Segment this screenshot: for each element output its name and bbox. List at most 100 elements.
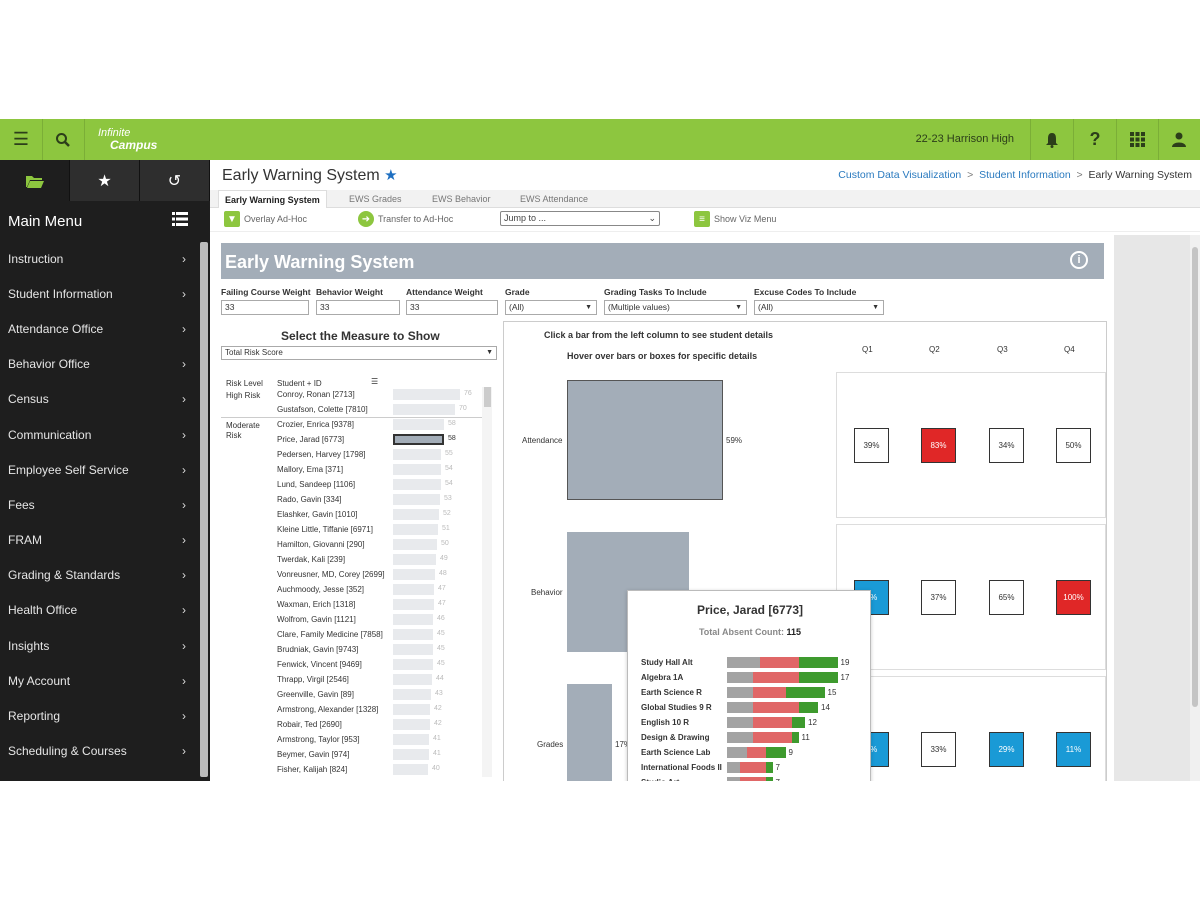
tab-ews-behavior[interactable]: EWS Behavior [432, 194, 491, 204]
quarter-box[interactable]: 50% [1056, 428, 1091, 463]
risk-score-bar[interactable] [393, 749, 429, 760]
search-icon[interactable] [42, 119, 84, 160]
table-row[interactable]: Hamilton, Giovanni [290] 50 [221, 537, 491, 552]
tab-ews-grades[interactable]: EWS Grades [349, 194, 402, 204]
table-row[interactable]: Armstrong, Taylor [953] 41 [221, 732, 491, 747]
table-row[interactable]: Armstrong, Alexander [1328] 42 [221, 702, 491, 717]
help-icon[interactable]: ? [1089, 129, 1101, 149]
table-row[interactable]: Wolfrom, Gavin [1121] 46 [221, 612, 491, 627]
table-row[interactable]: Mallory, Ema [371] 54 [221, 462, 491, 477]
student-name[interactable]: Mallory, Ema [371] [277, 465, 344, 474]
student-name[interactable]: Gustafson, Colette [7810] [277, 405, 368, 414]
favorite-star-icon[interactable]: ★ [384, 167, 398, 184]
quarter-box[interactable]: 34% [989, 428, 1024, 463]
sidebar-item-census[interactable]: Census › [0, 382, 210, 417]
category-bar[interactable] [567, 684, 612, 781]
table-row[interactable]: Greenville, Gavin [89] 43 [221, 687, 491, 702]
risk-score-bar[interactable] [393, 464, 441, 475]
student-name[interactable]: Auchmoody, Jesse [352] [277, 585, 365, 594]
sidebar-item-grading-standards[interactable]: Grading & Standards › [0, 558, 210, 593]
sidebar-item-my-account[interactable]: My Account › [0, 663, 210, 698]
table-row[interactable]: Kleine Little, Tiffanie [6971] 51 [221, 522, 491, 537]
breadcrumb-custom-data-visualization[interactable]: Custom Data Visualization [838, 169, 962, 181]
table-row[interactable]: Rado, Gavin [334] 53 [221, 492, 491, 507]
table-row[interactable]: Clare, Family Medicine [7858] 45 [221, 627, 491, 642]
risk-score-bar[interactable] [393, 659, 433, 670]
student-name[interactable]: Pedersen, Harvey [1798] [277, 450, 366, 459]
risk-score-bar[interactable] [393, 584, 434, 595]
failing-course-weight-input[interactable]: 33 [221, 300, 309, 315]
user-account-icon[interactable] [1158, 119, 1200, 160]
risk-score-bar[interactable] [393, 689, 431, 700]
student-name[interactable]: Robair, Ted [2690] [277, 720, 342, 729]
student-name[interactable]: Brudniak, Gavin [9743] [277, 645, 359, 654]
risk-score-bar[interactable] [393, 449, 441, 460]
quarter-box[interactable]: 37% [921, 580, 956, 615]
list-view-icon[interactable] [172, 212, 188, 230]
transfer-to-ad-hoc-button[interactable]: ➜ Transfer to Ad-Hoc [358, 211, 453, 227]
behavior-weight-input[interactable]: 33 [316, 300, 400, 315]
grade-select[interactable]: (All) ▼ [505, 300, 597, 315]
sidebar-item-reporting[interactable]: Reporting › [0, 698, 210, 733]
main-scrollbar[interactable] [1190, 235, 1200, 781]
category-bar[interactable] [567, 380, 723, 500]
star-favorites-tab-icon[interactable]: ★ [70, 160, 140, 201]
quarter-box[interactable]: 33% [921, 732, 956, 767]
student-name[interactable]: Armstrong, Alexander [1328] [277, 705, 379, 714]
risk-score-bar[interactable] [393, 509, 439, 520]
risk-score-bar[interactable] [393, 479, 441, 490]
overlay-ad-hoc-button[interactable]: ▼ Overlay Ad-Hoc [224, 211, 307, 227]
breadcrumb-student-information[interactable]: Student Information [979, 169, 1071, 181]
student-name[interactable]: Fisher, Kalijah [824] [277, 765, 348, 774]
risk-score-bar[interactable] [393, 704, 430, 715]
student-name[interactable]: Clare, Family Medicine [7858] [277, 630, 383, 639]
measure-select[interactable]: Total Risk Score ▼ [221, 346, 497, 360]
show-viz-menu-button[interactable]: ≡ Show Viz Menu [694, 211, 776, 227]
student-name[interactable]: Conroy, Ronan [2713] [277, 390, 355, 399]
sidebar-item-fees[interactable]: Fees › [0, 487, 210, 522]
table-row[interactable]: Brudniak, Gavin [9743] 45 [221, 642, 491, 657]
infinite-campus-logo[interactable]: Infinite Campus [98, 127, 158, 152]
student-name[interactable]: Fenwick, Vincent [9469] [277, 660, 362, 669]
sidebar-item-insights[interactable]: Insights › [0, 628, 210, 663]
sidebar-item-student-information[interactable]: Student Information › [0, 276, 210, 311]
risk-score-bar[interactable] [393, 644, 433, 655]
student-name[interactable]: Kleine Little, Tiffanie [6971] [277, 525, 373, 534]
table-row[interactable]: Auchmoody, Jesse [352] 47 [221, 582, 491, 597]
sidebar-item-scheduling-courses[interactable]: Scheduling & Courses › [0, 734, 210, 769]
hamburger-menu-icon[interactable]: ☰ [12, 129, 30, 149]
student-name[interactable]: Armstrong, Taylor [953] [277, 735, 360, 744]
info-icon[interactable]: i [1070, 251, 1088, 269]
table-row[interactable]: Conroy, Ronan [2713] 76 [221, 387, 491, 402]
sidebar-item-behavior-office[interactable]: Behavior Office › [0, 347, 210, 382]
risk-score-bar[interactable] [393, 599, 434, 610]
sidebar-item-attendance-office[interactable]: Attendance Office › [0, 311, 210, 346]
student-name[interactable]: Rado, Gavin [334] [277, 495, 342, 504]
student-name[interactable]: Price, Jarad [6773] [277, 435, 345, 444]
apps-grid-icon[interactable] [1116, 119, 1158, 160]
table-row[interactable]: Waxman, Erich [1318] 47 [221, 597, 491, 612]
risk-score-bar[interactable] [393, 419, 444, 430]
risk-score-bar[interactable] [393, 614, 433, 625]
quarter-box[interactable]: 83% [921, 428, 956, 463]
table-row[interactable]: Gustafson, Colette [7810] 70 [221, 402, 491, 417]
bell-icon[interactable] [1031, 119, 1073, 160]
sidebar-item-employee-self-service[interactable]: Employee Self Service › [0, 452, 210, 487]
risk-score-bar[interactable] [393, 434, 444, 445]
sidebar-item-communication[interactable]: Communication › [0, 417, 210, 452]
tab-early-warning-system[interactable]: Early Warning System [218, 190, 327, 208]
risk-score-bar[interactable] [393, 524, 438, 535]
student-name[interactable]: Lund, Sandeep [1106] [277, 480, 356, 489]
excuse-codes-select[interactable]: (All) ▼ [754, 300, 884, 315]
school-year-selector[interactable]: 22-23 Harrison High [915, 133, 1014, 145]
risk-score-bar[interactable] [393, 629, 433, 640]
risk-score-bar[interactable] [393, 389, 460, 400]
grading-tasks-select[interactable]: (Multiple values) ▼ [604, 300, 747, 315]
sort-icon[interactable]: ☰ [371, 377, 379, 386]
student-name[interactable]: Hamilton, Giovanni [290] [277, 540, 365, 549]
risk-score-bar[interactable] [393, 719, 430, 730]
risk-score-bar[interactable] [393, 764, 428, 775]
risk-score-bar[interactable] [393, 554, 436, 565]
student-name[interactable]: Wolfrom, Gavin [1121] [277, 615, 356, 624]
student-name[interactable]: Elashker, Gavin [1010] [277, 510, 358, 519]
